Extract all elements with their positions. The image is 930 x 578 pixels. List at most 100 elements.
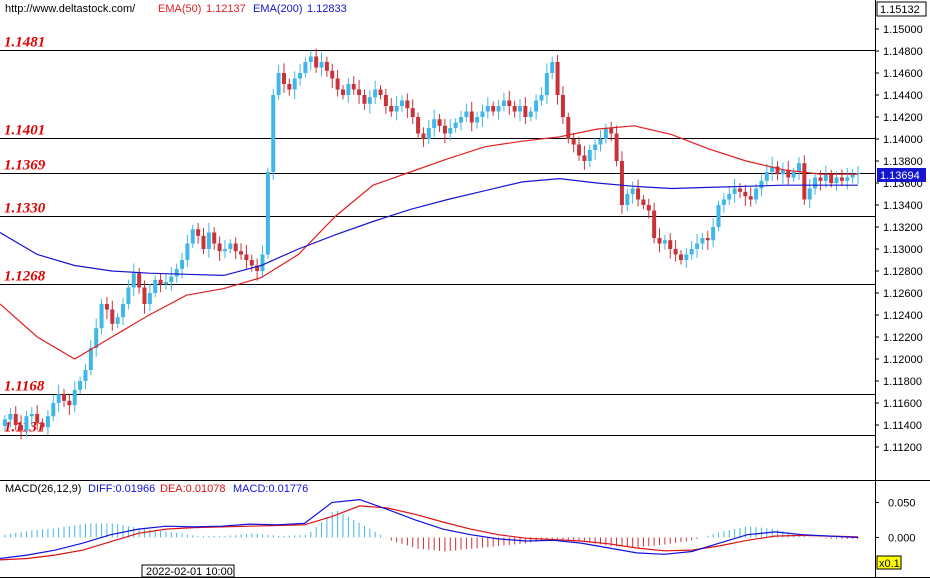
candle-body	[35, 414, 40, 423]
macd-tick-label: 0.000	[888, 532, 916, 544]
candle-body	[641, 199, 646, 205]
macd-tick-label: 0.050	[888, 497, 916, 509]
candle-body	[464, 111, 469, 117]
candle-body	[233, 243, 238, 252]
candle-body	[276, 73, 281, 95]
candle-body	[24, 416, 29, 431]
candle-body	[115, 317, 120, 324]
candle-body	[512, 106, 517, 112]
candle-body	[142, 287, 147, 304]
cursor-date: 2022-02-01 10:00	[146, 566, 233, 578]
candle-body	[695, 243, 700, 249]
candle-body	[416, 117, 421, 134]
candle-body	[619, 161, 624, 205]
candle-body	[51, 403, 56, 417]
candle-body	[716, 205, 721, 227]
candle-body	[67, 400, 72, 406]
level-label: 1.1168	[4, 379, 45, 395]
candle-body	[319, 62, 324, 68]
candle-body	[689, 249, 694, 255]
candle-body	[346, 84, 351, 95]
candle-body	[834, 177, 839, 183]
level-label: 1.1401	[4, 123, 45, 139]
ema200-value: 1.12833	[307, 3, 347, 15]
candle-body	[614, 133, 619, 161]
candle-body	[577, 144, 582, 156]
candle-body	[496, 106, 501, 112]
price-tick-label: 1.14800	[883, 46, 923, 58]
candle-body	[367, 97, 372, 104]
candle-body	[829, 174, 834, 183]
support-resistance-levels: 1.14811.14011.13691.13301.12681.11681.11…	[0, 35, 875, 436]
candle-body	[94, 328, 99, 348]
candle-body	[298, 73, 303, 79]
current-price: 1.13694	[880, 170, 920, 182]
candle-body	[571, 139, 576, 145]
candle-body	[174, 268, 179, 277]
candle-body	[780, 169, 785, 175]
candle-body	[818, 177, 823, 181]
macd-value: MACD:0.01776	[233, 483, 308, 495]
candle-body	[271, 95, 276, 172]
candle-body	[72, 389, 77, 406]
candle-body	[206, 232, 211, 249]
price-tick-label: 1.13200	[883, 222, 923, 234]
candle-body	[169, 276, 174, 282]
price-tick-label: 1.13000	[883, 244, 923, 256]
candle-body	[421, 133, 426, 139]
candle-body	[539, 95, 544, 101]
candle-body	[308, 56, 313, 62]
candle-body	[845, 177, 850, 181]
candle-body	[748, 196, 753, 200]
candle-body	[523, 106, 528, 117]
price-tick-label: 1.12800	[883, 266, 923, 278]
candle-body	[201, 235, 206, 249]
candle-body	[239, 251, 244, 255]
price-tick-label: 1.12600	[883, 288, 923, 300]
candle-body	[491, 106, 496, 112]
current-price-box	[877, 168, 926, 182]
macd-diff-line	[0, 498, 859, 560]
candle-body	[153, 279, 158, 293]
candle-body	[405, 100, 410, 109]
candle-body	[324, 62, 329, 71]
candle-body	[566, 117, 571, 139]
zoom-level[interactable]: x0.1	[879, 558, 900, 570]
candle-body	[126, 287, 131, 304]
candle-body	[287, 84, 292, 90]
candle-body	[13, 414, 18, 425]
zoom-box	[876, 555, 902, 570]
candle-body	[394, 106, 399, 112]
candle-body	[528, 111, 533, 117]
ema200-label: EMA(200)	[253, 3, 303, 15]
price-tick-label: 1.11200	[883, 442, 922, 454]
candle-body	[362, 95, 367, 104]
candle-body	[260, 254, 265, 271]
candle-body	[582, 155, 587, 161]
candle-body	[29, 414, 34, 417]
candle-body	[775, 166, 780, 175]
candle-body	[437, 119, 442, 126]
candle-body	[131, 273, 136, 288]
candle-body	[56, 394, 61, 403]
candle-body	[180, 260, 185, 269]
level-label: 1.1481	[4, 35, 45, 51]
candle-body	[99, 304, 104, 329]
candle-body	[378, 89, 383, 95]
candle-body	[330, 70, 335, 79]
candle-body	[335, 78, 340, 90]
candle-body	[265, 172, 270, 255]
candle-body	[839, 177, 844, 181]
candle-body	[222, 249, 227, 252]
candle-body	[700, 238, 705, 244]
candle-body	[459, 117, 464, 123]
candle-body	[544, 73, 549, 95]
price-tick-label: 1.15000	[883, 24, 923, 36]
macd-dea-line	[0, 505, 859, 561]
top-price-box	[876, 1, 927, 17]
level-label: 1.1268	[4, 269, 46, 285]
level-label: 1.1330	[4, 201, 46, 217]
candle-body	[609, 128, 614, 134]
candle-body	[8, 414, 13, 420]
